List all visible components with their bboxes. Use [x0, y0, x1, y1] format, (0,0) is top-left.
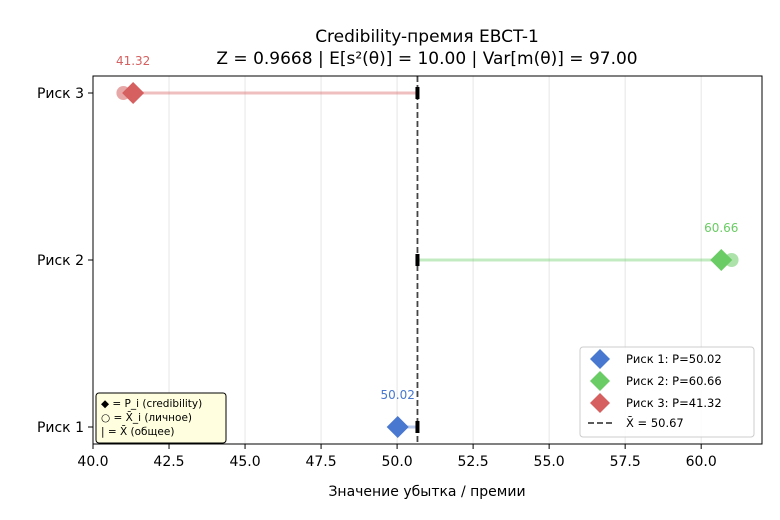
legend-label-3: Риск 3: P=41.32 — [626, 396, 722, 410]
x-tick-label-1: 42.5 — [153, 454, 184, 470]
legend-box — [579, 346, 755, 438]
legend-label-1: Риск 1: P=50.02 — [626, 352, 722, 366]
legend-mean-label: X̄ = 50.67 — [626, 416, 684, 430]
overall-mean-tick-1 — [415, 421, 420, 433]
chart-title: Credibility-премия EBCT-1 — [315, 27, 539, 47]
premium-marker-1 — [386, 416, 409, 438]
x-tick-label-6: 55.0 — [534, 454, 565, 470]
x-tick-label-8: 60.0 — [686, 454, 717, 470]
annotation-line-3: | = X̄ (общее) — [101, 425, 174, 438]
y-tick-label-1: Риск 2 — [37, 253, 84, 269]
x-tick-label-3: 47.5 — [305, 454, 336, 470]
legend-marker-3 — [590, 393, 610, 413]
premium-marker-3 — [122, 82, 145, 104]
annotation-line-2: ○ = X̄_i (личное) — [101, 411, 192, 424]
annotation-box — [95, 392, 227, 444]
overall-mean-tick-2 — [415, 254, 420, 266]
premium-data-label-1: 50.02 — [381, 388, 415, 402]
annotation-line-1: ◆ = P_i (credibility) — [101, 398, 202, 410]
y-tick-label-0: Риск 1 — [37, 420, 84, 436]
x-tick-label-2: 45.0 — [229, 454, 260, 470]
premium-data-label-3: 41.32 — [116, 54, 150, 68]
premium-data-label-2: 60.66 — [704, 221, 738, 235]
x-axis-label: Значение убытка / премии — [328, 484, 525, 500]
x-tick-label-4: 50.0 — [382, 454, 413, 470]
x-tick-label-7: 57.5 — [610, 454, 641, 470]
x-tick-label-0: 40.0 — [77, 454, 108, 470]
chart-subtitle: Z = 0.9668 | E[s²(θ)] = 10.00 | Var[m(θ)… — [216, 49, 637, 69]
legend-label-2: Риск 2: P=60.66 — [626, 374, 722, 388]
overall-mean-tick-3 — [415, 87, 420, 99]
x-tick-label-5: 52.5 — [458, 454, 489, 470]
y-tick-label-2: Риск 3 — [37, 86, 84, 102]
legend-marker-2 — [590, 371, 610, 391]
legend-marker-1 — [590, 349, 610, 369]
premium-marker-2 — [710, 249, 733, 271]
